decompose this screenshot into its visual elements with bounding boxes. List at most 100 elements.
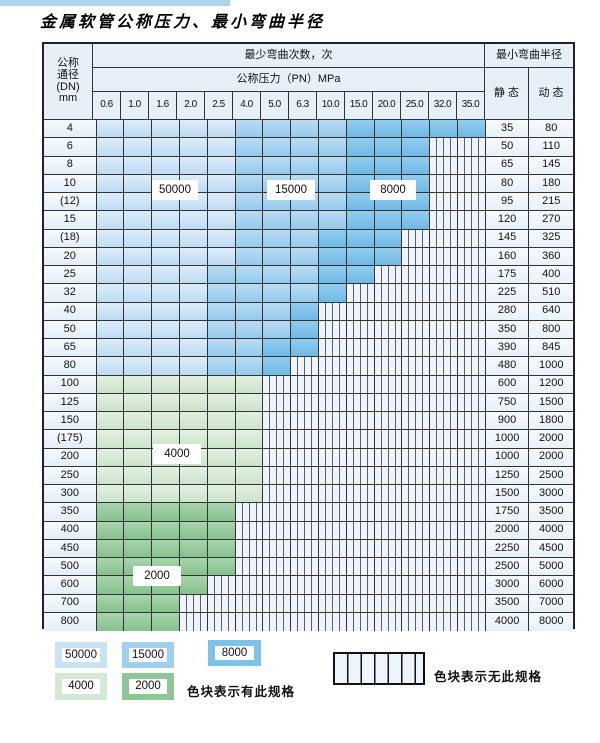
zone-cell-no-spec bbox=[457, 211, 486, 230]
static-column-header: 静 态 bbox=[485, 68, 529, 120]
zone-cell-4000 bbox=[235, 393, 264, 412]
zone-cell-8000 bbox=[318, 284, 347, 303]
zone-cell-50000 bbox=[152, 357, 180, 376]
zone-cell-50000 bbox=[96, 174, 125, 193]
zone-cell-15000 bbox=[235, 138, 264, 157]
zone-cell-4000 bbox=[235, 412, 264, 431]
zone-cell-no-spec bbox=[263, 594, 292, 613]
zone-cell-no-spec bbox=[430, 247, 458, 266]
zone-cell-no-spec bbox=[318, 357, 347, 376]
zone-cell-4000 bbox=[152, 393, 180, 412]
zone-cell-no-spec bbox=[457, 302, 486, 321]
dynamic-radius-cell: 510 bbox=[529, 284, 574, 303]
zone-cell-no-spec bbox=[402, 229, 431, 248]
zone-cell-50000 bbox=[124, 320, 153, 339]
zone-cell-no-spec bbox=[402, 412, 431, 431]
zone-cell-15000 bbox=[263, 156, 292, 175]
zone-cell-8000 bbox=[291, 302, 319, 321]
zone-cell-2000 bbox=[124, 594, 153, 613]
zone-cell-4000 bbox=[124, 448, 153, 467]
legend-no-spec-hatch-box bbox=[333, 652, 425, 685]
zone-cell-15000 bbox=[318, 174, 347, 193]
zone-cell-15000 bbox=[235, 156, 264, 175]
zone-cell-no-spec bbox=[235, 594, 264, 613]
zone-cell-15000 bbox=[291, 211, 319, 230]
zone-cell-no-spec bbox=[374, 339, 403, 358]
zone-cell-no-spec bbox=[318, 448, 347, 467]
zone-cell-no-spec bbox=[374, 430, 403, 449]
zone-cell-no-spec bbox=[235, 558, 264, 577]
zone-cell-no-spec bbox=[430, 393, 458, 412]
zone-cell-50000 bbox=[96, 302, 125, 321]
zone-cell-50000 bbox=[96, 247, 125, 266]
zone-cell-2000 bbox=[152, 521, 180, 540]
zone-cell-2000 bbox=[96, 576, 125, 595]
zone-cell-50000 bbox=[152, 247, 180, 266]
static-radius-cell: 4000 bbox=[485, 612, 530, 631]
zone-cell-no-spec bbox=[430, 339, 458, 358]
zone-cell-no-spec bbox=[263, 430, 292, 449]
zone-cell-no-spec bbox=[430, 485, 458, 504]
zone-cell-50000 bbox=[207, 211, 236, 230]
zone-cell-no-spec bbox=[291, 576, 319, 595]
zone-cell-no-spec bbox=[430, 302, 458, 321]
dynamic-radius-cell: 6000 bbox=[529, 576, 574, 595]
zone-cell-no-spec bbox=[402, 521, 431, 540]
zone-cell-4000 bbox=[152, 375, 180, 394]
zone-cell-no-spec bbox=[263, 485, 292, 504]
zone-cell-no-spec bbox=[346, 357, 375, 376]
dynamic-radius-cell: 2000 bbox=[529, 430, 574, 449]
zone-cell-no-spec bbox=[263, 539, 292, 558]
zone-cell-no-spec bbox=[374, 521, 403, 540]
zone-cell-no-spec bbox=[207, 612, 236, 631]
zone-cell-15000 bbox=[263, 284, 292, 303]
zone-cell-no-spec bbox=[374, 375, 403, 394]
zone-cell-15000 bbox=[318, 193, 347, 212]
zone-cell-no-spec bbox=[263, 576, 292, 595]
zone-cell-2000 bbox=[124, 539, 153, 558]
zone-cell-no-spec bbox=[374, 466, 403, 485]
zone-cell-no-spec bbox=[402, 466, 431, 485]
zone-cell-2000 bbox=[96, 521, 125, 540]
static-radius-cell: 50 bbox=[485, 138, 530, 157]
zone-cell-4000 bbox=[235, 466, 264, 485]
zone-cell-no-spec bbox=[346, 284, 375, 303]
zone-cell-50000 bbox=[96, 357, 125, 376]
dn-cell: 65 bbox=[44, 339, 97, 358]
zone-cell-no-spec bbox=[430, 558, 458, 577]
zone-cell-no-spec bbox=[318, 339, 347, 358]
cycle-count-label: 4000 bbox=[153, 444, 201, 464]
pressure-radius-table: 公称 通径 (DN) mm 最少弯曲次数，次 最小弯曲半径 公称压力（PN）MP… bbox=[42, 42, 575, 631]
pressure-column-label: 1.6 bbox=[149, 92, 177, 120]
zone-cell-no-spec bbox=[346, 558, 375, 577]
zone-cell-no-spec bbox=[457, 266, 486, 285]
nominal-pressure-header: 公称压力（PN）MPa bbox=[93, 68, 485, 92]
zone-cell-no-spec bbox=[430, 412, 458, 431]
zone-cell-8000 bbox=[374, 120, 403, 139]
legend-swatch-15000: 15000 bbox=[122, 642, 174, 668]
zone-cell-no-spec bbox=[457, 247, 486, 266]
zone-cell-no-spec bbox=[318, 466, 347, 485]
zone-cell-15000 bbox=[318, 120, 347, 139]
zone-cell-4000 bbox=[124, 393, 153, 412]
zone-cell-15000 bbox=[207, 302, 236, 321]
legend-swatch-label: 50000 bbox=[62, 647, 100, 663]
zone-cell-no-spec bbox=[263, 558, 292, 577]
zone-cell-50000 bbox=[179, 302, 208, 321]
zone-cell-50000 bbox=[179, 229, 208, 248]
static-radius-cell: 225 bbox=[485, 284, 530, 303]
zone-cell-8000 bbox=[457, 120, 486, 139]
zone-cell-no-spec bbox=[318, 302, 347, 321]
zone-cell-50000 bbox=[124, 174, 153, 193]
static-radius-cell: 600 bbox=[485, 375, 530, 394]
zone-cell-2000 bbox=[207, 558, 236, 577]
zone-cell-50000 bbox=[179, 339, 208, 358]
static-radius-cell: 1000 bbox=[485, 448, 530, 467]
zone-cell-50000 bbox=[179, 266, 208, 285]
cycle-count-label: 50000 bbox=[152, 180, 198, 200]
zone-cell-no-spec bbox=[457, 193, 486, 212]
zone-cell-no-spec bbox=[430, 156, 458, 175]
zone-cell-no-spec bbox=[346, 339, 375, 358]
table-row: (12) 95 215 bbox=[44, 193, 574, 212]
zone-cell-no-spec bbox=[179, 594, 208, 613]
